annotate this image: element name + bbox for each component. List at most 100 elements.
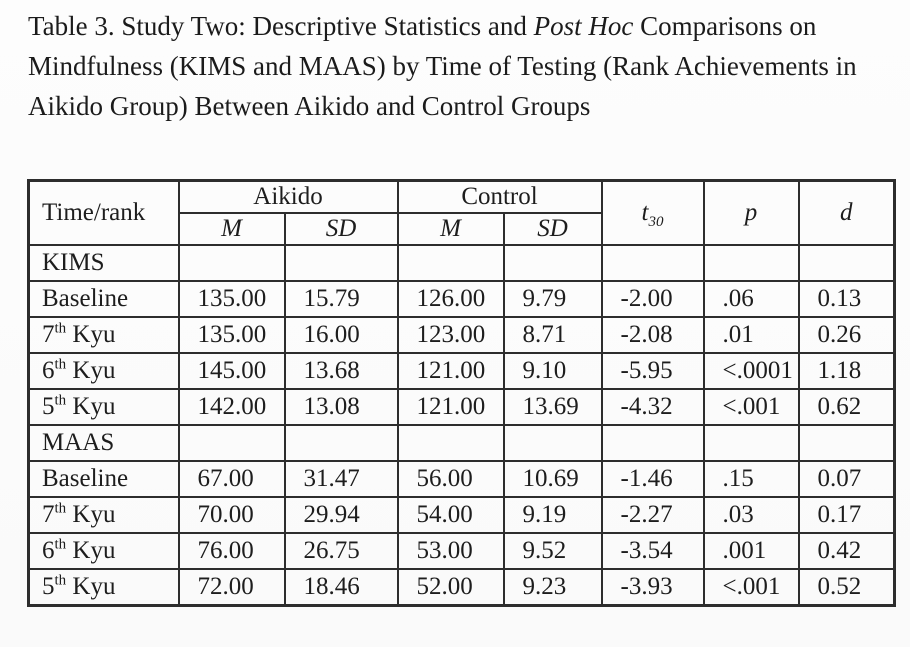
table-caption: Table 3. Study Two: Descriptive Statisti… [28,11,857,121]
value-cell: 142.00 [177,388,286,426]
header-aikido-m: M [177,212,286,246]
data-row: 7th Kyu 135.00 16.00 123.00 8.71 -2.08.01 0.26 [27,316,896,354]
value-cell: -2.27 [600,496,705,534]
header-time-rank: Time/rank [27,179,180,246]
value-cell [702,244,800,282]
row-label: 7th Kyu [27,316,180,354]
value-cell: 31.47 [283,460,399,498]
data-row: 5th Kyu 72.00 18.46 52.00 9.23 -3.93 <.001 0.52 [27,568,896,607]
value-cell: 72.00 [177,568,286,607]
section-row: KIMS [27,244,896,282]
stats-table: Time/rank Aikido Control t30 p d M SD M … [27,179,897,607]
value-cell: 76.00 [177,532,286,570]
value-cell: 67.00 [177,460,286,498]
value-cell: <.0001 [702,352,800,390]
value-cell: 52.00 [396,568,505,607]
value-cell [177,424,286,462]
row-label: 7th Kyu [27,496,180,534]
value-cell: 126.00 [396,280,505,318]
value-cell: 13.08 [283,388,399,426]
row-label: KIMS [27,244,180,282]
value-cell: .15 [702,460,800,498]
value-cell: .03 [702,496,800,534]
data-row: 6th Kyu 76.00 26.75 53.00 9.52 -3.54.001 0.42 [27,532,896,570]
value-cell: -2.00 [600,280,705,318]
value-cell [797,424,896,462]
value-cell: 15.79 [283,280,399,318]
value-cell: .01 [702,316,800,354]
value-cell: 135.00 [177,316,286,354]
value-cell: 121.00 [396,352,505,390]
value-cell: 70.00 [177,496,286,534]
value-cell [177,244,286,282]
header-p: p [702,179,800,246]
value-cell [396,424,505,462]
value-cell [502,424,603,462]
header-row-stats: M SD M SD [29,212,895,246]
value-cell [502,244,603,282]
value-cell: 29.94 [283,496,399,534]
data-row: 5th Kyu 142.00 13.08 121.00 13.69 -4.32 <.001 0… [27,388,896,426]
value-cell: 54.00 [396,496,505,534]
value-cell: 0.52 [797,568,896,607]
row-label: Baseline [27,460,180,498]
value-cell: 9.23 [502,568,603,607]
header-row-groups: Time/rank Aikido Control t30 p d [27,179,896,246]
value-cell: 135.00 [177,280,286,318]
value-cell: 18.46 [283,568,399,607]
table-body: KIMS Baseline 135.00 15.79 126.00 9.79 -2.00.0… [27,244,896,607]
value-cell: 9.79 [502,280,603,318]
value-cell: 0.13 [797,280,896,318]
data-row: 6th Kyu 145.00 13.68 121.00 9.10 -5.95 <.0001 1… [27,352,896,390]
value-cell: 1.18 [797,352,896,390]
data-row: Baseline 135.00 15.79 126.00 9.79 -2.00.06 0.1… [27,280,896,318]
value-cell: 123.00 [396,316,505,354]
value-cell [702,424,800,462]
value-cell: 8.71 [502,316,603,354]
header-t30: t30 [600,179,705,246]
header-aikido-group: Aikido [177,179,399,214]
header-control-m: M [396,212,505,246]
table-header: Time/rank Aikido Control t30 p d M SD M … [27,179,896,246]
value-cell: 121.00 [396,388,505,426]
header-d: d [797,179,896,246]
value-cell: 0.42 [797,532,896,570]
row-label: 6th Kyu [27,352,180,390]
value-cell: -3.93 [600,568,705,607]
value-cell: 9.52 [502,532,603,570]
value-cell: 53.00 [396,532,505,570]
value-cell [283,244,399,282]
value-cell: <.001 [702,568,800,607]
value-cell: -1.46 [600,460,705,498]
row-label: MAAS [27,424,180,462]
value-cell [396,244,505,282]
value-cell: 56.00 [396,460,505,498]
value-cell: .06 [702,280,800,318]
value-cell: <.001 [702,388,800,426]
value-cell [283,424,399,462]
value-cell: 0.62 [797,388,896,426]
value-cell: -5.95 [600,352,705,390]
value-cell: 13.69 [502,388,603,426]
value-cell [600,244,705,282]
header-aikido-sd: SD [283,212,399,246]
value-cell [797,244,896,282]
row-label: 5th Kyu [27,388,180,426]
value-cell: -3.54 [600,532,705,570]
header-control-group: Control [396,179,603,214]
value-cell [600,424,705,462]
data-row: 7th Kyu 70.00 29.94 54.00 9.19 -2.27.03 0.17 [27,496,896,534]
value-cell: 145.00 [177,352,286,390]
value-cell: 0.17 [797,496,896,534]
header-control-sd: SD [502,212,603,246]
value-cell: 0.07 [797,460,896,498]
data-row: Baseline 67.00 31.47 56.00 10.69 -1.46.15 0.07 [27,460,896,498]
value-cell: 13.68 [283,352,399,390]
row-label: 6th Kyu [27,532,180,570]
value-cell: .001 [702,532,800,570]
section-row: MAAS [27,424,896,462]
value-cell: -4.32 [600,388,705,426]
value-cell: 9.10 [502,352,603,390]
value-cell: 26.75 [283,532,399,570]
